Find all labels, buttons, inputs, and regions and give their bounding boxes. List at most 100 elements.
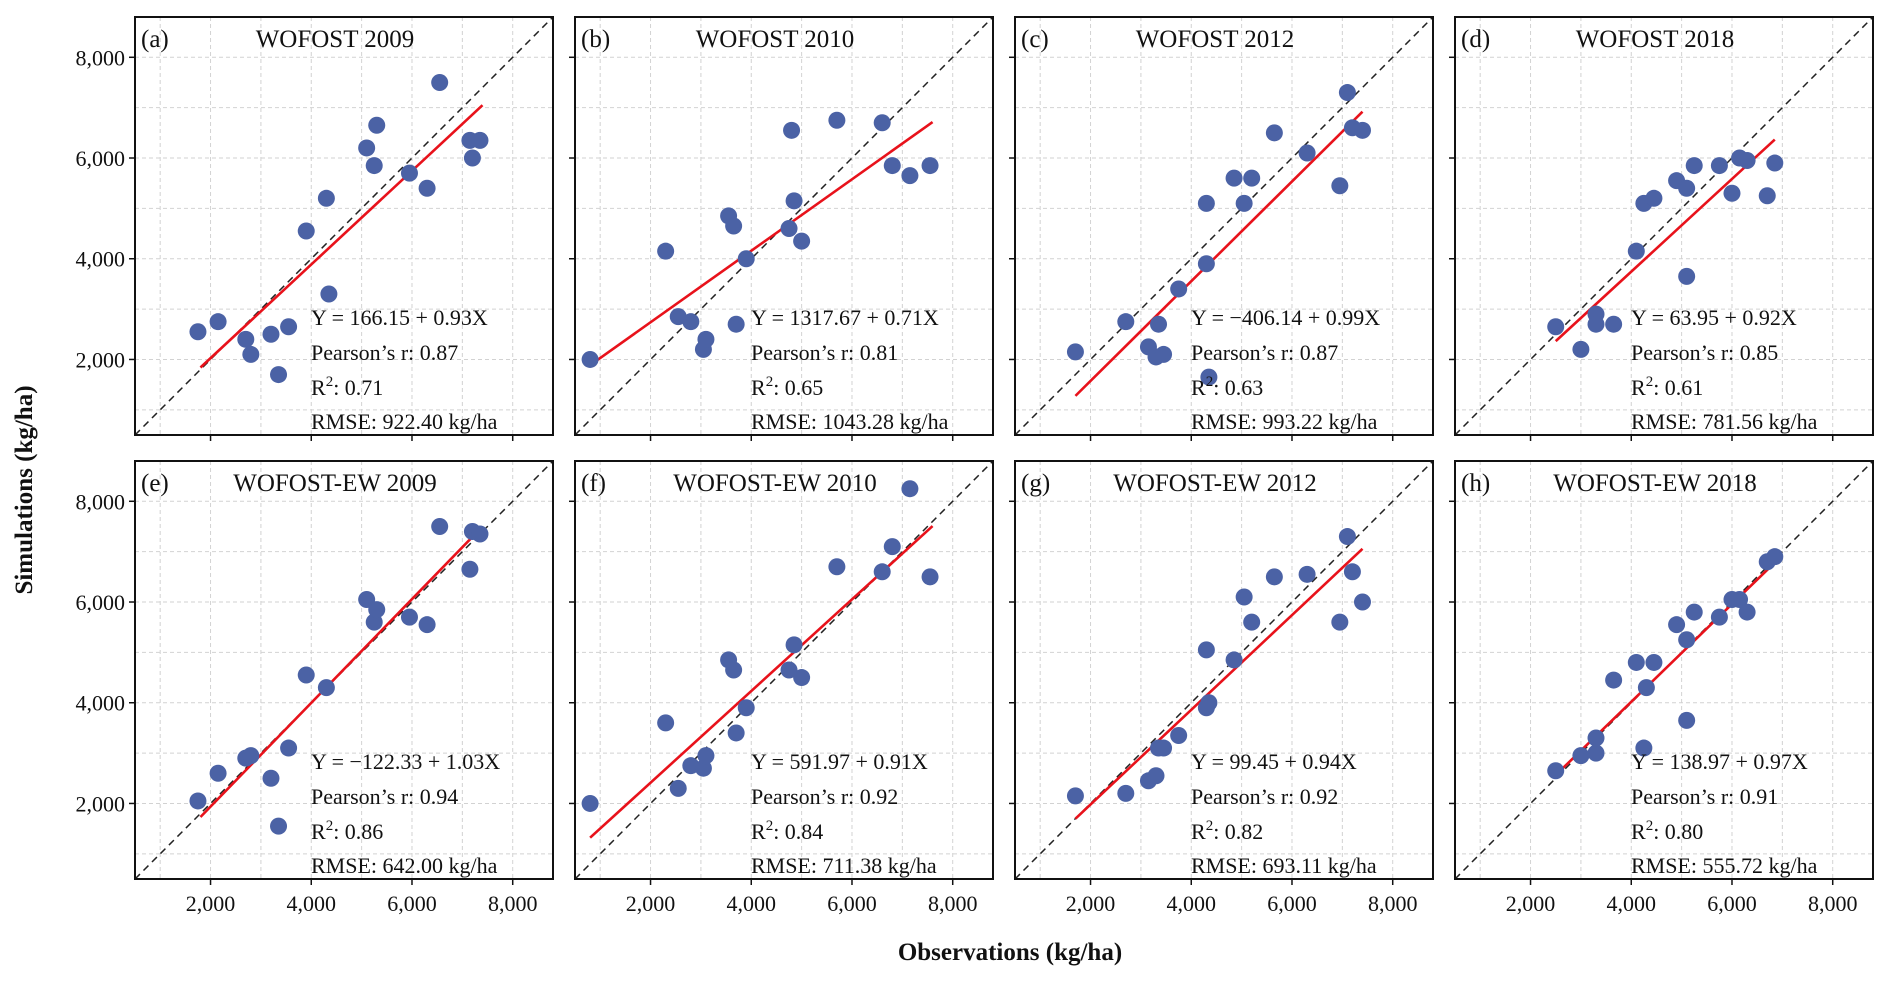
plot-area <box>1015 461 1433 879</box>
r-squared: R2: 0.80 <box>1631 818 1703 844</box>
r-squared-value: : 0.71 <box>333 375 383 400</box>
regression-line <box>199 104 484 369</box>
rmse: RMSE: 993.22 kg/ha <box>1191 409 1378 434</box>
data-point <box>727 315 745 333</box>
r-squared: R2: 0.82 <box>1191 818 1263 844</box>
data-point <box>317 679 335 697</box>
data-point <box>1243 613 1261 631</box>
data-point <box>921 568 939 586</box>
x-tick-label: 6,000 <box>1267 891 1317 916</box>
y-tick-label: 8,000 <box>76 45 126 70</box>
data-point <box>463 149 481 167</box>
regression-equation: Y = 166.15 + 0.93X <box>311 305 488 330</box>
regression-equation: Y = 99.45 + 0.94X <box>1191 749 1357 774</box>
r-squared-exponent: 2 <box>766 374 774 390</box>
data-point <box>418 179 436 197</box>
data-point <box>1331 177 1349 195</box>
regression-equation: Y = −122.33 + 1.03X <box>311 749 500 774</box>
data-point <box>1225 169 1243 187</box>
data-point <box>828 111 846 129</box>
one-to-one-line <box>1455 461 1873 879</box>
data-point <box>581 350 599 368</box>
data-point <box>1605 315 1623 333</box>
data-point <box>901 480 919 498</box>
scatter-panel: (c) WOFOST 2012 Y = −406.14 + 0.99X Pearson… <box>1009 16 1434 441</box>
data-point <box>1766 154 1784 172</box>
rmse: RMSE: 781.56 kg/ha <box>1631 409 1818 434</box>
data-point <box>725 661 743 679</box>
data-point <box>1197 194 1215 212</box>
data-point <box>1338 84 1356 102</box>
panel-letter: (f) <box>581 470 606 497</box>
plot-area <box>1455 461 1873 879</box>
y-axis-title: Simulations (kg/ha) <box>11 385 38 594</box>
r-squared-exponent: 2 <box>1646 818 1654 834</box>
x-tick-label: 8,000 <box>928 891 978 916</box>
r-squared: R2: 0.63 <box>1191 374 1263 400</box>
data-point <box>1298 565 1316 583</box>
plot-area <box>135 17 553 435</box>
x-tick-label: 2,000 <box>1066 891 1116 916</box>
plot-area <box>1015 17 1433 435</box>
data-point <box>1678 711 1696 729</box>
x-tick-label: 8,000 <box>488 891 538 916</box>
data-point <box>1668 616 1686 634</box>
data-point <box>697 747 715 765</box>
panel-title: WOFOST-EW 2010 <box>673 470 876 497</box>
data-point <box>270 817 288 835</box>
data-point <box>400 164 418 182</box>
scatter-panel: 2,000 4,000 6,000 8,000 (a) WOFOST 2009 Y = 16… <box>76 16 554 441</box>
panel-frame <box>1014 460 1434 880</box>
data-point <box>657 714 675 732</box>
y-tick-label: 2,000 <box>76 791 126 816</box>
panel-letter: (a) <box>141 26 169 53</box>
panel-letter: (b) <box>581 26 610 53</box>
data-point <box>1066 787 1084 805</box>
data-point <box>1343 563 1361 581</box>
data-point <box>1353 121 1371 139</box>
x-tick-label: 6,000 <box>1707 891 1757 916</box>
data-point <box>1637 679 1655 697</box>
r-squared-exponent: 2 <box>326 818 334 834</box>
r-squared-value: : 0.86 <box>333 819 383 844</box>
data-point <box>400 608 418 626</box>
data-point <box>1225 651 1243 669</box>
data-point <box>270 366 288 384</box>
panel-letter: (g) <box>1021 470 1050 497</box>
panel-title: WOFOST 2018 <box>1576 26 1735 53</box>
data-point <box>1731 590 1749 608</box>
data-point <box>1243 169 1261 187</box>
data-point <box>1587 729 1605 747</box>
regression-equation: Y = 1317.67 + 0.71X <box>751 305 939 330</box>
regression-line <box>589 121 934 367</box>
data-point <box>368 601 386 619</box>
stats-annotation: Y = 138.97 + 0.97X Pearson’s r: 0.91 R2: 0… <box>1631 749 1818 878</box>
panels-group: 2,000 4,000 6,000 8,000 (a) WOFOST 2009 Y = 16… <box>76 16 1874 916</box>
data-point <box>1338 528 1356 546</box>
regression-line <box>1074 547 1364 820</box>
data-point <box>317 189 335 207</box>
data-point <box>209 764 227 782</box>
data-point <box>1298 144 1316 162</box>
panel-title: WOFOST-EW 2018 <box>1553 470 1756 497</box>
r-squared-value: : 0.65 <box>773 375 823 400</box>
r-squared-symbol: R <box>1191 375 1206 400</box>
data-point <box>785 192 803 210</box>
r-squared-value: : 0.80 <box>1653 819 1703 844</box>
stats-annotation: Y = −122.33 + 1.03X Pearson’s r: 0.94 R2: … <box>311 749 500 878</box>
data-point <box>901 167 919 185</box>
r-squared-symbol: R <box>751 375 766 400</box>
panel-title: WOFOST-EW 2012 <box>1113 470 1316 497</box>
data-point <box>1155 345 1173 363</box>
data-point <box>1265 124 1283 142</box>
data-point <box>1547 762 1565 780</box>
y-tick-label: 8,000 <box>76 489 126 514</box>
stats-annotation: Y = −406.14 + 0.99X Pearson’s r: 0.87 R2: … <box>1191 305 1380 434</box>
data-point <box>262 769 280 787</box>
data-point <box>1723 184 1741 202</box>
r-squared-symbol: R <box>1631 375 1646 400</box>
rmse: RMSE: 555.72 kg/ha <box>1631 853 1818 878</box>
panel-frame <box>1014 16 1434 436</box>
r-squared-exponent: 2 <box>1646 374 1654 390</box>
